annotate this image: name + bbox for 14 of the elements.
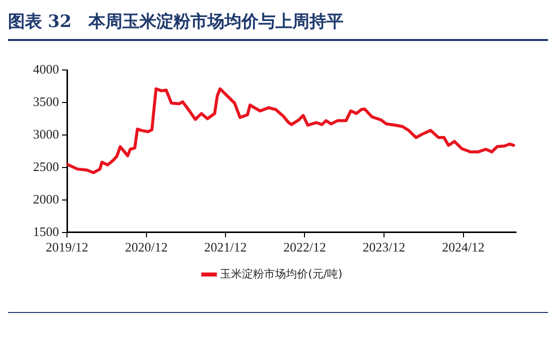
x-tick-label: 2024/12 xyxy=(442,240,485,255)
legend-label: 玉米淀粉市场均价(元/吨) xyxy=(220,267,342,280)
x-tick-label: 2021/12 xyxy=(204,240,247,255)
x-tick-label: 2019/12 xyxy=(46,240,88,255)
y-tick-label: 1500 xyxy=(33,224,59,239)
y-tick-label: 3000 xyxy=(33,126,59,142)
y-tick-label: 2500 xyxy=(33,158,59,174)
x-tick-label: 2022/12 xyxy=(283,240,326,255)
y-tick-label: 4000 xyxy=(33,61,59,76)
y-tick-label: 3500 xyxy=(33,94,59,109)
x-tick-label: 2020/12 xyxy=(124,240,168,255)
x-tick-label: 2023/12 xyxy=(362,240,406,255)
chart-title: 图表 32 本周玉米淀粉市场均价与上周持平 xyxy=(8,10,548,41)
y-tick-label: 2000 xyxy=(33,191,59,206)
